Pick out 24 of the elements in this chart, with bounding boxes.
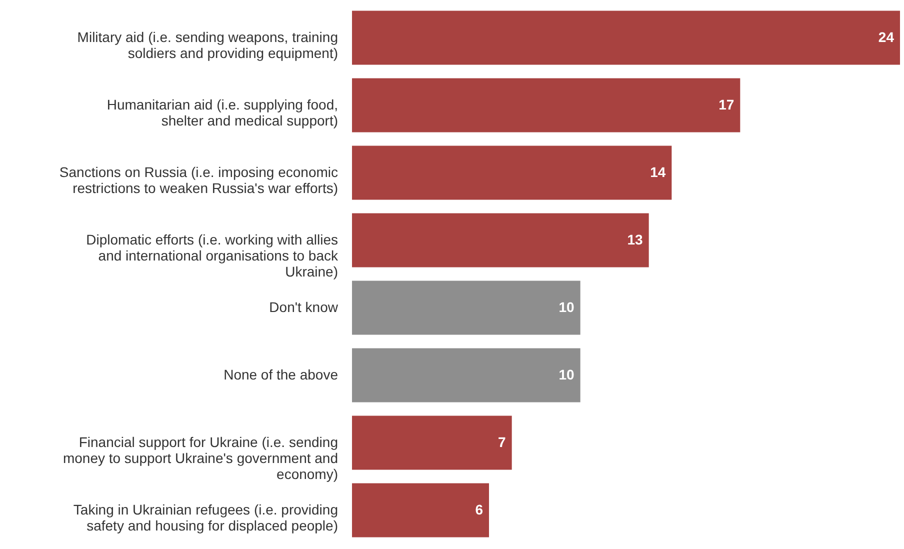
bar xyxy=(352,348,580,402)
bar xyxy=(352,78,740,132)
y-tick-label: None of the above xyxy=(224,366,338,382)
data-label: 7 xyxy=(498,434,506,450)
bar xyxy=(352,280,580,335)
bar xyxy=(352,10,900,65)
y-tick-label: Financial support for Ukraine (i.e. sending money to support Ukraine's government and economy) xyxy=(62,434,338,482)
y-tick-label: Military aid (i.e. sending weapons, training soldiers and providing equipment) xyxy=(77,28,338,61)
data-label: 24 xyxy=(878,28,894,45)
data-label: 10 xyxy=(558,366,575,382)
y-tick-label: Taking in Ukrainian refugees (i.e. providing safety and housing for displaced people) xyxy=(73,501,338,534)
bar xyxy=(352,416,512,470)
bar xyxy=(352,213,649,268)
data-label: 17 xyxy=(718,96,734,112)
y-tick-label: Humanitarian aid (i.e. supplying food, shelter and medical support) xyxy=(106,96,338,128)
data-label: 10 xyxy=(558,298,575,315)
bar xyxy=(352,146,672,200)
data-label: 14 xyxy=(650,164,666,180)
data-label: 13 xyxy=(627,231,644,248)
bar xyxy=(352,483,489,538)
y-tick-label: Diplomatic efforts (i.e. working with allies and international organisations to back Ukraine) xyxy=(86,231,339,280)
data-label: 6 xyxy=(475,501,484,518)
y-tick-label: Don't know xyxy=(269,298,339,315)
y-tick-label: Sanctions on Russia (i.e. imposing economic restrictions to weaken Russia's war efforts) xyxy=(59,164,338,196)
